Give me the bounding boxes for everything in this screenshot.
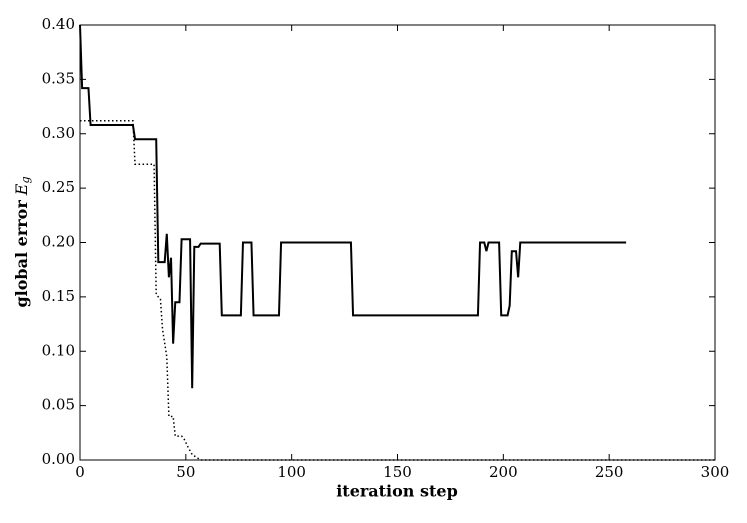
x-tick-label: 150 xyxy=(383,463,412,481)
y-tick-label: 0.40 xyxy=(42,15,75,33)
y-tick-label: 0.35 xyxy=(42,69,75,87)
y-tick-label: 0.05 xyxy=(42,396,75,414)
y-tick-label: 0.25 xyxy=(42,178,75,196)
line-series xyxy=(80,119,715,461)
y-tick-label: 0.00 xyxy=(42,450,75,468)
y-tick-label: 0.30 xyxy=(42,124,75,142)
y-tick-label: 0.20 xyxy=(42,233,75,251)
x-tick-label: 0 xyxy=(75,463,85,481)
line-series xyxy=(79,24,627,389)
y-tick-label: 0.10 xyxy=(42,341,75,359)
x-tick-label: 100 xyxy=(277,463,306,481)
y-label-subscript: g xyxy=(19,176,32,183)
x-axis-label: iteration step xyxy=(336,482,458,501)
x-tick-label: 50 xyxy=(176,463,195,481)
x-tick-label: 250 xyxy=(595,463,624,481)
y-tick-label: 0.15 xyxy=(42,287,75,305)
y-label-text: global error xyxy=(12,200,31,308)
x-tick-label: 300 xyxy=(701,463,730,481)
y-label-symbol: E xyxy=(12,183,31,196)
y-axis-label: global error Eg xyxy=(12,176,33,307)
x-tick-label: 200 xyxy=(489,463,518,481)
